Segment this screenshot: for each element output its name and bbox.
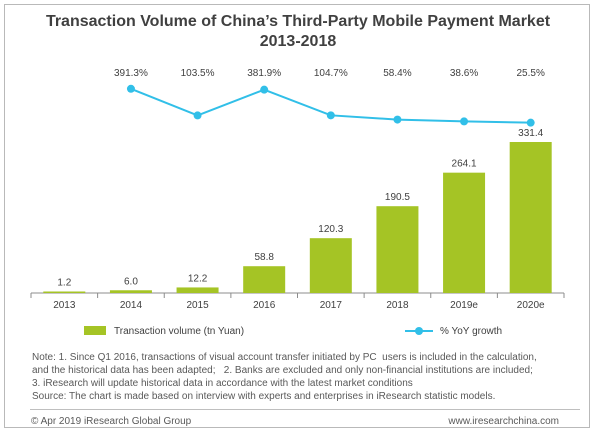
yoy-value-label: 381.9% [247,68,281,79]
yoy-value-label: 391.3% [114,68,148,79]
bar-2019e [443,172,486,293]
legend-bar-label: Transaction volume (tn Yuan) [114,326,244,337]
bar-value-label: 1.2 [57,278,71,289]
note-line-1: Note: 1. Since Q1 2016, transactions of … [32,352,537,363]
bar-value-label: 264.1 [452,159,477,170]
yoy-value-label: 58.4% [383,68,411,79]
yoy-point-2017 [326,111,335,120]
x-tick-label: 2018 [386,300,409,311]
bar-value-label: 331.4 [518,128,543,139]
legend-line-label: % YoY growth [440,326,502,337]
yoy-point-2018 [393,115,402,124]
x-tick-label: 2014 [120,300,143,311]
note-line-2: and the historical data has been adapted… [32,365,533,376]
bar-2014 [109,290,152,293]
bar-2017 [309,238,352,293]
bar-value-label: 190.5 [385,192,410,203]
bar-value-label: 58.8 [254,252,274,263]
footer-website: www.iresearchchina.com [448,416,559,427]
footer-divider [30,409,580,410]
footer-copyright: © Apr 2019 iResearch Global Group [31,416,192,427]
x-tick-label: 2016 [253,300,276,311]
chart-title: Transaction Volume of China’s Third-Part… [5,12,591,52]
bar-2018 [376,206,419,293]
yoy-point-2016 [260,85,269,94]
note-line-4: Source: The chart is made based on inter… [32,391,496,402]
yoy-point-2020e [526,118,535,127]
chart-area: 1.2 6.0 12.2 58.8 120.3 190.5 264.1 331.4 2013 20… [30,68,565,337]
bar-2020e [509,142,552,293]
yoy-value-label: 103.5% [181,68,215,79]
yoy-value-label: 38.6% [450,68,478,79]
bar-2015 [176,287,219,293]
x-tick-label: 2019e [450,300,478,311]
x-tick-label: 2013 [53,300,76,311]
bar-value-label: 6.0 [124,276,138,287]
bar-value-label: 12.2 [188,273,208,284]
yoy-value-label: 104.7% [314,68,348,79]
yoy-point-2019e [460,117,469,126]
chart-title-line2: 2013-2018 [259,33,337,50]
yoy-point-2014 [126,84,135,93]
legend-bar-swatch [84,326,106,335]
x-tick-label: 2015 [186,300,209,311]
yoy-point-2015 [193,111,202,120]
note-line-3: 3. iResearch will update historical data… [32,378,413,389]
bar-2013 [43,291,86,293]
chart-frame: Transaction Volume of China’s Third-Part… [4,4,590,428]
x-tick-label: 2020e [517,300,545,311]
bar-2016 [243,266,286,293]
yoy-value-label: 25.5% [517,68,545,79]
legend-line-marker [415,327,423,335]
chart-title-line1: Transaction Volume of China’s Third-Part… [45,13,551,30]
x-tick-label: 2017 [320,300,343,311]
bar-value-label: 120.3 [318,224,343,235]
